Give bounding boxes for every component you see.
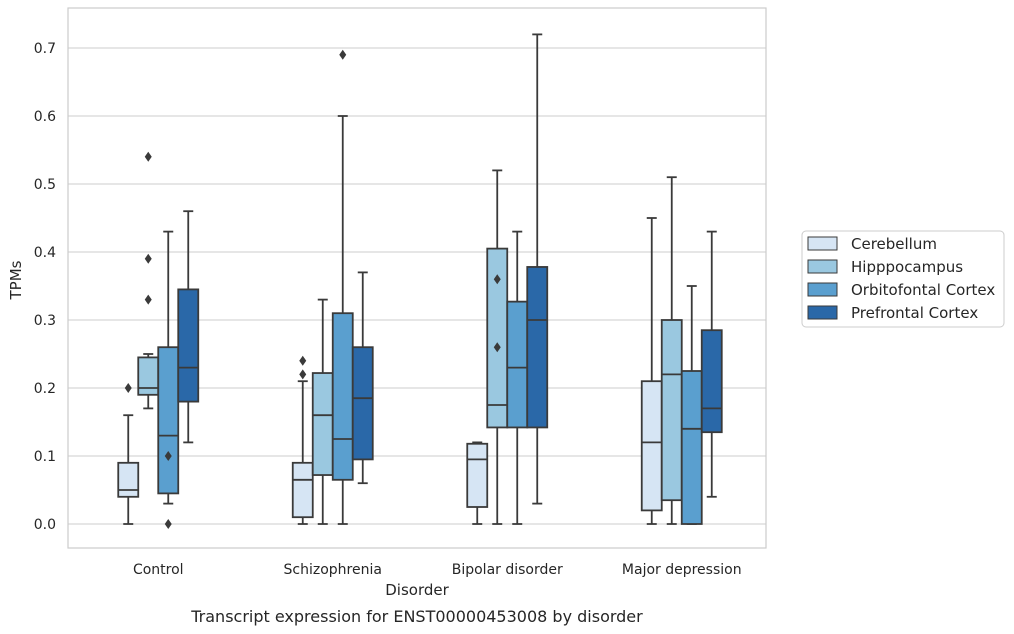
box-orbitofontal-cortex [680,285,703,525]
box-hipppocampus [660,176,683,525]
legend-swatch [807,259,838,274]
box-orbitofontal-cortex [331,49,354,525]
iqr-box [660,319,683,502]
box-cerebellum [291,355,314,525]
outlier-point [124,383,132,393]
y-tick-label: 0.5 [34,177,56,193]
legend-label: Hipppocampus [851,258,963,276]
box-prefrontal-cortex [177,210,200,444]
legend-swatch [807,236,838,251]
x-tick-label: Schizophrenia [284,562,382,578]
iqr-box [117,461,140,498]
outlier-point [144,294,152,305]
y-axis-ticks: 0.0 0.1 0.2 0.3 0.4 0.5 0.6 0.7 [34,41,56,533]
box-prefrontal-cortex [351,271,374,485]
box-hipppocampus [137,151,160,410]
x-tick-label: Major depression [622,562,742,578]
outlier-point [339,49,347,60]
y-tick-label: 0.0 [34,517,56,533]
iqr-box [311,372,334,476]
box-orbitofontal-cortex [157,230,180,529]
outlier-point [493,274,501,285]
legend-swatch [807,305,838,320]
x-axis-title: Disorder [385,581,449,599]
y-tick-label: 0.1 [34,449,56,465]
outlier-point [493,342,501,353]
iqr-box [331,312,354,481]
legend-label: Prefrontal Cortex [851,304,978,322]
y-tick-label: 0.3 [34,313,56,329]
legend-frame [801,230,1005,328]
box-cerebellum [117,383,140,525]
iqr-box [177,288,200,403]
legend-swatch [807,282,838,297]
box-hipppocampus [486,169,509,525]
legend: Cerebellum Hipppocampus Orbitofontal Corte… [801,230,1005,328]
iqr-box [466,442,489,508]
x-axis-ticks: Control Schizophrenia Bipolar disorder Majo… [133,562,742,578]
plot-frame [67,7,767,549]
iqr-box [506,300,529,429]
chart-caption: Transcript expression for ENST0000045300… [190,607,643,626]
outlier-point [299,369,307,380]
y-tick-label: 0.6 [34,109,56,125]
y-tick-label: 0.2 [34,381,56,397]
legend-label: Cerebellum [851,235,937,253]
iqr-box [700,329,723,434]
box-cerebellum [466,441,489,525]
outlier-point [299,355,307,366]
y-tick-label: 0.4 [34,245,56,261]
box-cerebellum [640,217,663,525]
box-prefrontal-cortex [526,33,549,505]
iqr-box [157,346,180,495]
iqr-box [680,370,703,525]
iqr-box [526,266,549,429]
outlier-point [164,519,172,529]
y-axis-title: TPMs [7,260,25,300]
box-orbitofontal-cortex [506,230,529,525]
iqr-box [640,380,663,512]
iqr-box [137,356,160,396]
y-tick-label: 0.7 [34,41,56,57]
outlier-point [164,451,172,461]
box-prefrontal-cortex [700,230,723,498]
outlier-point [144,253,152,264]
iqr-box [351,346,374,461]
legend-label: Orbitofontal Cortex [851,281,995,299]
iqr-box [291,461,314,519]
box-plot-area [117,33,723,529]
x-tick-label: Bipolar disorder [452,562,563,578]
x-tick-label: Control [133,562,184,578]
outlier-point [144,151,152,162]
box-hipppocampus [311,298,334,525]
